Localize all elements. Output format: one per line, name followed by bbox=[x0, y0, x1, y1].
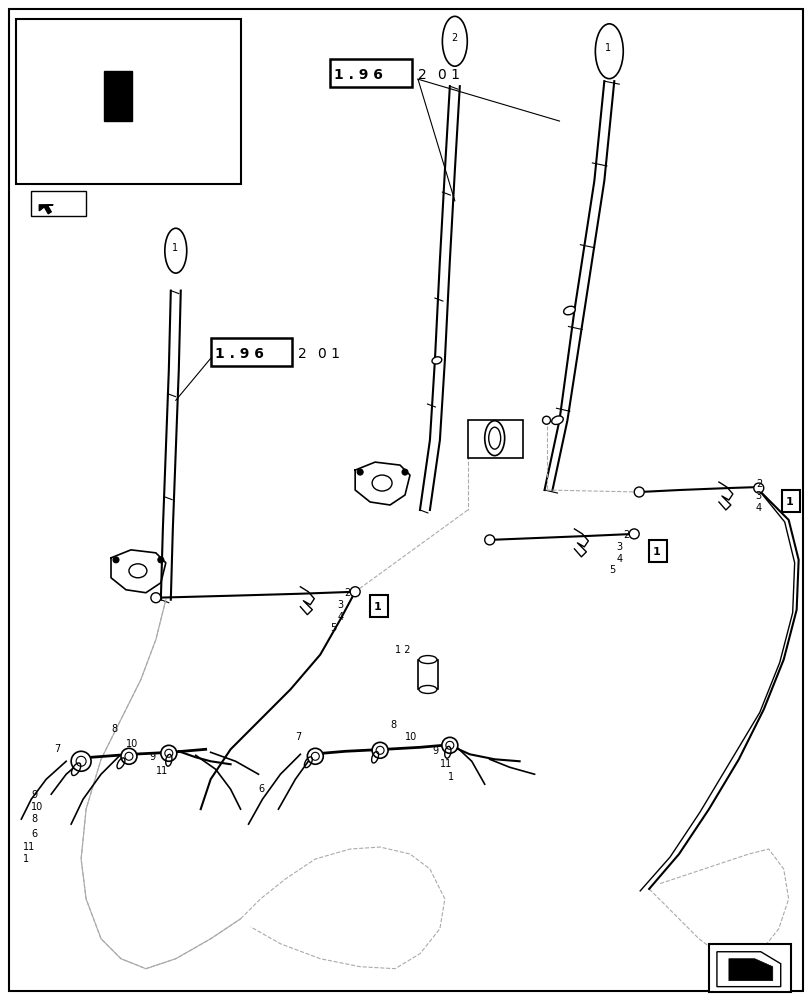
Text: 2: 2 bbox=[623, 530, 629, 540]
Ellipse shape bbox=[484, 421, 504, 456]
Text: 9: 9 bbox=[32, 790, 37, 800]
Text: 5: 5 bbox=[608, 565, 615, 575]
Text: 11: 11 bbox=[440, 759, 452, 769]
Text: 7: 7 bbox=[295, 732, 301, 742]
Polygon shape bbox=[39, 205, 54, 214]
Circle shape bbox=[753, 483, 763, 493]
Circle shape bbox=[401, 469, 407, 475]
Text: 0 1: 0 1 bbox=[318, 347, 340, 361]
Text: 9: 9 bbox=[431, 746, 437, 756]
Text: 2: 2 bbox=[450, 33, 457, 43]
Text: 2: 2 bbox=[344, 588, 350, 598]
Circle shape bbox=[157, 557, 164, 563]
Circle shape bbox=[350, 587, 360, 597]
Text: 1: 1 bbox=[604, 43, 611, 53]
Text: 7: 7 bbox=[54, 744, 60, 754]
Text: 8: 8 bbox=[111, 724, 117, 734]
Text: 0 1: 0 1 bbox=[437, 68, 459, 82]
Text: 4: 4 bbox=[337, 612, 343, 622]
Ellipse shape bbox=[431, 357, 441, 364]
Text: 2: 2 bbox=[298, 347, 307, 361]
Circle shape bbox=[307, 748, 323, 764]
Bar bbox=[781, 490, 799, 512]
Text: 10: 10 bbox=[405, 732, 417, 742]
Text: 1 . 9 6: 1 . 9 6 bbox=[214, 347, 264, 361]
Bar bbox=[708, 944, 790, 992]
Circle shape bbox=[484, 535, 494, 545]
Bar bbox=[648, 540, 667, 562]
Text: 1: 1 bbox=[785, 497, 792, 507]
Bar bbox=[104, 71, 131, 121]
Ellipse shape bbox=[442, 16, 466, 66]
Text: 1: 1 bbox=[374, 602, 381, 612]
Text: 1: 1 bbox=[448, 772, 453, 782]
Text: 3: 3 bbox=[616, 542, 622, 552]
Text: 2: 2 bbox=[755, 479, 761, 489]
Ellipse shape bbox=[165, 228, 187, 273]
Text: 1: 1 bbox=[24, 854, 29, 864]
Ellipse shape bbox=[594, 24, 623, 79]
Text: 5: 5 bbox=[330, 623, 336, 633]
Bar bbox=[32, 191, 86, 216]
Text: 3: 3 bbox=[337, 600, 343, 610]
Circle shape bbox=[542, 416, 550, 424]
Circle shape bbox=[441, 737, 457, 753]
Bar bbox=[330, 59, 411, 87]
Ellipse shape bbox=[563, 306, 574, 315]
Bar bbox=[16, 19, 240, 184]
Bar bbox=[210, 338, 292, 366]
Text: 4: 4 bbox=[616, 554, 622, 564]
Text: 10: 10 bbox=[126, 739, 138, 749]
Polygon shape bbox=[728, 959, 772, 981]
Text: 8: 8 bbox=[389, 720, 396, 730]
Circle shape bbox=[71, 751, 91, 771]
Ellipse shape bbox=[488, 427, 500, 449]
Ellipse shape bbox=[418, 656, 436, 664]
Text: 1 2: 1 2 bbox=[394, 645, 410, 655]
Text: 1: 1 bbox=[652, 547, 660, 557]
Circle shape bbox=[113, 557, 119, 563]
Text: 2: 2 bbox=[418, 68, 427, 82]
Text: 6: 6 bbox=[32, 829, 37, 839]
Text: 11: 11 bbox=[24, 842, 36, 852]
Circle shape bbox=[629, 529, 638, 539]
Text: 9: 9 bbox=[148, 752, 155, 762]
Circle shape bbox=[121, 748, 137, 764]
Circle shape bbox=[151, 593, 161, 603]
Circle shape bbox=[76, 756, 86, 766]
Circle shape bbox=[371, 742, 388, 758]
Text: 11: 11 bbox=[156, 766, 168, 776]
Circle shape bbox=[161, 745, 177, 761]
Bar bbox=[467, 420, 522, 458]
Text: 6: 6 bbox=[258, 784, 264, 794]
Circle shape bbox=[357, 469, 363, 475]
Text: 1 . 9 6: 1 . 9 6 bbox=[334, 68, 383, 82]
Text: 4: 4 bbox=[755, 503, 761, 513]
Bar bbox=[370, 595, 388, 617]
Bar bbox=[418, 660, 437, 689]
Circle shape bbox=[633, 487, 643, 497]
Ellipse shape bbox=[551, 416, 563, 424]
Ellipse shape bbox=[418, 685, 436, 693]
Text: 8: 8 bbox=[32, 814, 37, 824]
Text: 1: 1 bbox=[172, 243, 178, 253]
Polygon shape bbox=[716, 952, 779, 987]
Text: 10: 10 bbox=[32, 802, 44, 812]
Text: 3: 3 bbox=[755, 491, 761, 501]
